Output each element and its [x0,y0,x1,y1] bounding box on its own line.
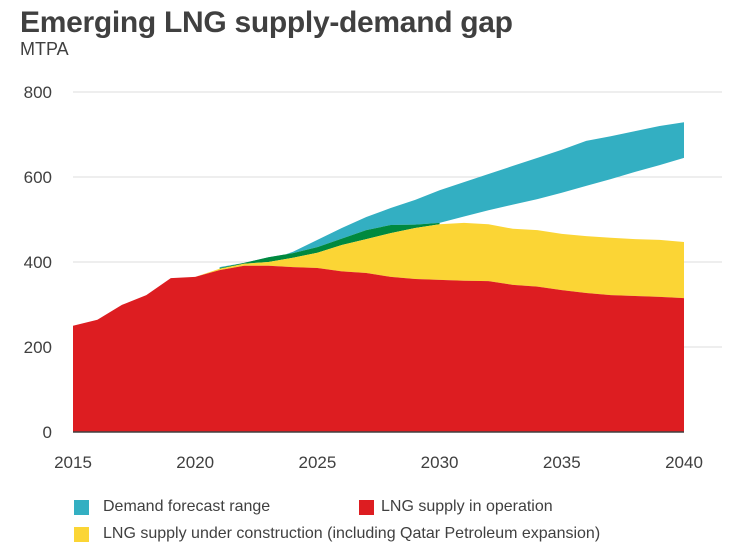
x-tick-2040: 2040 [665,453,703,472]
area-supply-under-construction [73,222,684,326]
y-tick-labels: 0 200 400 600 800 [24,83,52,442]
y-tick-600: 600 [24,168,52,187]
x-tick-2020: 2020 [176,453,214,472]
area-demand-forecast-range [219,122,684,268]
area-demand-supply-overlap [219,222,440,269]
x-tick-labels: 2015 2020 2025 2030 2035 2040 [54,453,703,472]
chart-areas [73,122,684,432]
x-tick-2030: 2030 [421,453,459,472]
y-tick-400: 400 [24,253,52,272]
x-tick-2035: 2035 [543,453,581,472]
area-supply-in-operation [73,265,684,432]
y-axis-unit: MTPA [20,39,69,59]
x-tick-2025: 2025 [298,453,336,472]
chart-title: Emerging LNG supply-demand gap [20,6,513,39]
x-tick-2015: 2015 [54,453,92,472]
y-tick-800: 800 [24,83,52,102]
y-tick-0: 0 [43,423,52,442]
y-tick-200: 200 [24,338,52,357]
